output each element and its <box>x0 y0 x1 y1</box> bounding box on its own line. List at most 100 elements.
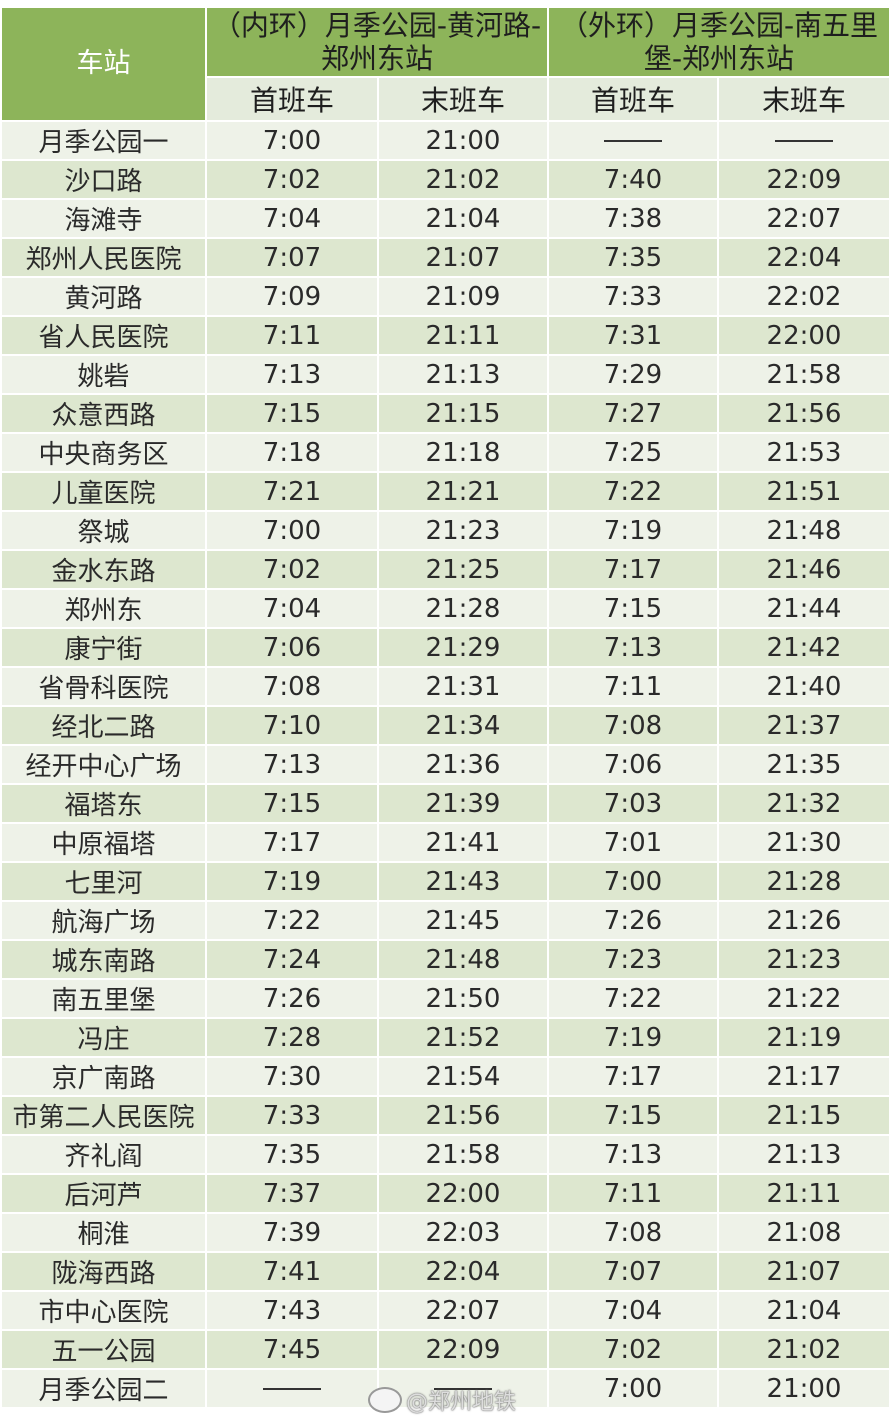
inner-first-train: 7:37 <box>205 1173 379 1214</box>
table-row: 后河芦 7:37 22:00 7:11 21:11 <box>0 1173 889 1214</box>
outer-loop-header: （外环）月季公园-南五里堡-郑州东站 <box>547 6 889 78</box>
outer-last-train: 21:28 <box>717 861 889 902</box>
outer-last-train: 21:08 <box>717 1212 889 1253</box>
outer-first-train: 7:26 <box>547 900 719 941</box>
station-name: 海滩寺 <box>0 198 207 239</box>
outer-first-train: 7:19 <box>547 1017 719 1058</box>
outer-last-train: 21:17 <box>717 1056 889 1097</box>
inner-last-train: 21:25 <box>377 549 549 590</box>
no-service-dash <box>604 140 662 142</box>
station-name: 南五里堡 <box>0 978 207 1019</box>
outer-last-train: 21:23 <box>717 939 889 980</box>
station-name: 京广南路 <box>0 1056 207 1097</box>
outer-last-train: 22:00 <box>717 315 889 356</box>
no-service-dash <box>775 140 833 142</box>
station-name: 五一公园 <box>0 1329 207 1370</box>
station-name: 康宁街 <box>0 627 207 668</box>
inner-first-train: 7:11 <box>205 315 379 356</box>
outer-first-train: 7:38 <box>547 198 719 239</box>
inner-first-train: 7:43 <box>205 1290 379 1331</box>
station-name: 月季公园一 <box>0 120 207 161</box>
table-row: 祭城 7:00 21:23 7:19 21:48 <box>0 510 889 551</box>
inner-last-train: 21:43 <box>377 861 549 902</box>
outer-last-train: 21:00 <box>717 1368 889 1409</box>
table-row: 儿童医院 7:21 21:21 7:22 21:51 <box>0 471 889 512</box>
table-row: 城东南路 7:24 21:48 7:23 21:23 <box>0 939 889 980</box>
station-name: 福塔东 <box>0 783 207 824</box>
station-name: 陇海西路 <box>0 1251 207 1292</box>
inner-first-train: 7:00 <box>205 510 379 551</box>
inner-first-train: 7:28 <box>205 1017 379 1058</box>
inner-first-train: 7:13 <box>205 744 379 785</box>
station-name: 冯庄 <box>0 1017 207 1058</box>
inner-first-train-header: 首班车 <box>205 76 379 122</box>
outer-first-train: 7:40 <box>547 159 719 200</box>
outer-last-train: 21:15 <box>717 1095 889 1136</box>
inner-first-train: 7:24 <box>205 939 379 980</box>
inner-first-train: 7:41 <box>205 1251 379 1292</box>
outer-last-train: 21:42 <box>717 627 889 668</box>
outer-first-train: 7:19 <box>547 510 719 551</box>
inner-first-train: 7:06 <box>205 627 379 668</box>
inner-first-train: 7:08 <box>205 666 379 707</box>
outer-first-train: 7:00 <box>547 861 719 902</box>
table-row: 福塔东 7:15 21:39 7:03 21:32 <box>0 783 889 824</box>
inner-first-train: 7:00 <box>205 120 379 161</box>
no-service-dash <box>263 1388 321 1390</box>
outer-first-train: 7:07 <box>547 1251 719 1292</box>
outer-last-train: 22:09 <box>717 159 889 200</box>
inner-first-train: 7:02 <box>205 159 379 200</box>
table-row: 经开中心广场 7:13 21:36 7:06 21:35 <box>0 744 889 785</box>
table-row: 姚砦 7:13 21:13 7:29 21:58 <box>0 354 889 395</box>
outer-first-train: 7:02 <box>547 1329 719 1370</box>
inner-first-train: 7:04 <box>205 588 379 629</box>
inner-first-train: 7:33 <box>205 1095 379 1136</box>
inner-last-train <box>377 1368 549 1409</box>
table-row: 桐淮 7:39 22:03 7:08 21:08 <box>0 1212 889 1253</box>
outer-first-train <box>547 120 719 161</box>
outer-last-train: 21:51 <box>717 471 889 512</box>
table-row: 康宁街 7:06 21:29 7:13 21:42 <box>0 627 889 668</box>
outer-first-train: 7:17 <box>547 549 719 590</box>
station-name: 祭城 <box>0 510 207 551</box>
station-header: 车站 <box>0 6 207 122</box>
table-row: 齐礼阎 7:35 21:58 7:13 21:13 <box>0 1134 889 1175</box>
inner-last-train: 22:09 <box>377 1329 549 1370</box>
outer-last-train: 21:11 <box>717 1173 889 1214</box>
inner-loop-header: （内环）月季公园-黄河路-郑州东站 <box>205 6 549 78</box>
table-row: 众意西路 7:15 21:15 7:27 21:56 <box>0 393 889 434</box>
table-row: 市第二人民医院 7:33 21:56 7:15 21:15 <box>0 1095 889 1136</box>
outer-last-train: 22:04 <box>717 237 889 278</box>
inner-first-train: 7:21 <box>205 471 379 512</box>
outer-first-train: 7:13 <box>547 627 719 668</box>
outer-first-train: 7:15 <box>547 588 719 629</box>
inner-first-train: 7:15 <box>205 393 379 434</box>
table-row: 郑州东 7:04 21:28 7:15 21:44 <box>0 588 889 629</box>
outer-first-train: 7:01 <box>547 822 719 863</box>
station-name: 航海广场 <box>0 900 207 941</box>
table-row: 省骨科医院 7:08 21:31 7:11 21:40 <box>0 666 889 707</box>
inner-first-train: 7:17 <box>205 822 379 863</box>
watermark-text: @郑州地铁 <box>406 1390 517 1415</box>
inner-last-train: 21:21 <box>377 471 549 512</box>
inner-last-train: 21:36 <box>377 744 549 785</box>
outer-last-train: 21:32 <box>717 783 889 824</box>
table-row: 沙口路 7:02 21:02 7:40 22:09 <box>0 159 889 200</box>
outer-first-train: 7:06 <box>547 744 719 785</box>
outer-first-train: 7:03 <box>547 783 719 824</box>
table-row: 月季公园二 7:00 21:00 <box>0 1368 889 1409</box>
inner-last-train: 21:58 <box>377 1134 549 1175</box>
outer-last-train: 21:37 <box>717 705 889 746</box>
inner-first-train: 7:07 <box>205 237 379 278</box>
inner-last-train: 21:00 <box>377 120 549 161</box>
station-name: 桐淮 <box>0 1212 207 1253</box>
outer-first-train: 7:08 <box>547 1212 719 1253</box>
outer-last-train: 21:07 <box>717 1251 889 1292</box>
outer-first-train: 7:27 <box>547 393 719 434</box>
outer-first-train: 7:04 <box>547 1290 719 1331</box>
inner-first-train: 7:13 <box>205 354 379 395</box>
station-name: 经北二路 <box>0 705 207 746</box>
inner-first-train: 7:18 <box>205 432 379 473</box>
inner-first-train: 7:30 <box>205 1056 379 1097</box>
inner-last-train: 21:29 <box>377 627 549 668</box>
